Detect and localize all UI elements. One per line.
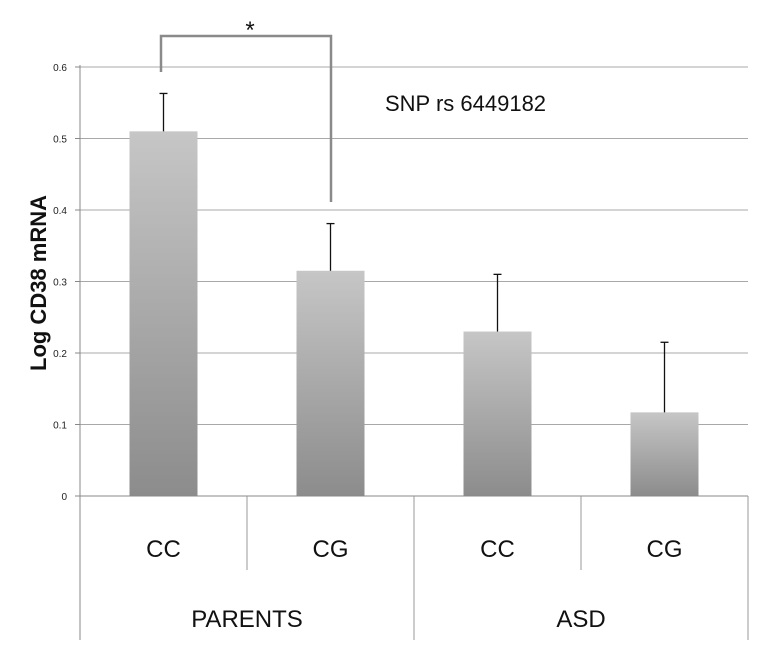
y-tick-label: 0.4: [53, 206, 67, 217]
y-tick-label: 0: [61, 492, 67, 503]
bracket-line: [159, 34, 333, 202]
chart-annotation: SNP rs 6449182: [385, 91, 546, 116]
y-tick-label: 0.6: [53, 63, 67, 74]
significance-bracket: [159, 34, 333, 202]
error-bars: [159, 92, 669, 413]
axes: [79, 65, 749, 640]
x-tick-label: CG: [647, 536, 683, 563]
bar: [129, 131, 198, 496]
group-label: ASD: [556, 606, 605, 633]
y-axis-label: Log CD38 mRNA: [26, 195, 51, 371]
bar: [296, 270, 365, 496]
bar: [463, 331, 532, 496]
error-bar: [326, 222, 335, 271]
x-tick-label: CC: [146, 536, 181, 563]
bars: [129, 131, 699, 496]
error-bar: [493, 273, 502, 332]
y-tick-label: 0.5: [53, 135, 67, 146]
x-tick-label: CC: [480, 536, 515, 563]
y-tick-label: 0.3: [53, 278, 67, 289]
y-tick-label: 0.2: [53, 349, 67, 360]
error-bar: [159, 92, 168, 132]
category-labels: CC CG CC CG PARENTS ASD: [146, 536, 682, 633]
y-axis-ticks: 0 0.1 0.2 0.3 0.4 0.5 0.6: [53, 63, 80, 503]
significance-marker: *: [245, 17, 254, 44]
group-label: PARENTS: [191, 606, 303, 633]
x-tick-label: CG: [313, 536, 349, 563]
error-bar: [660, 341, 669, 413]
y-tick-label: 0.1: [53, 421, 67, 432]
bar: [630, 412, 699, 496]
